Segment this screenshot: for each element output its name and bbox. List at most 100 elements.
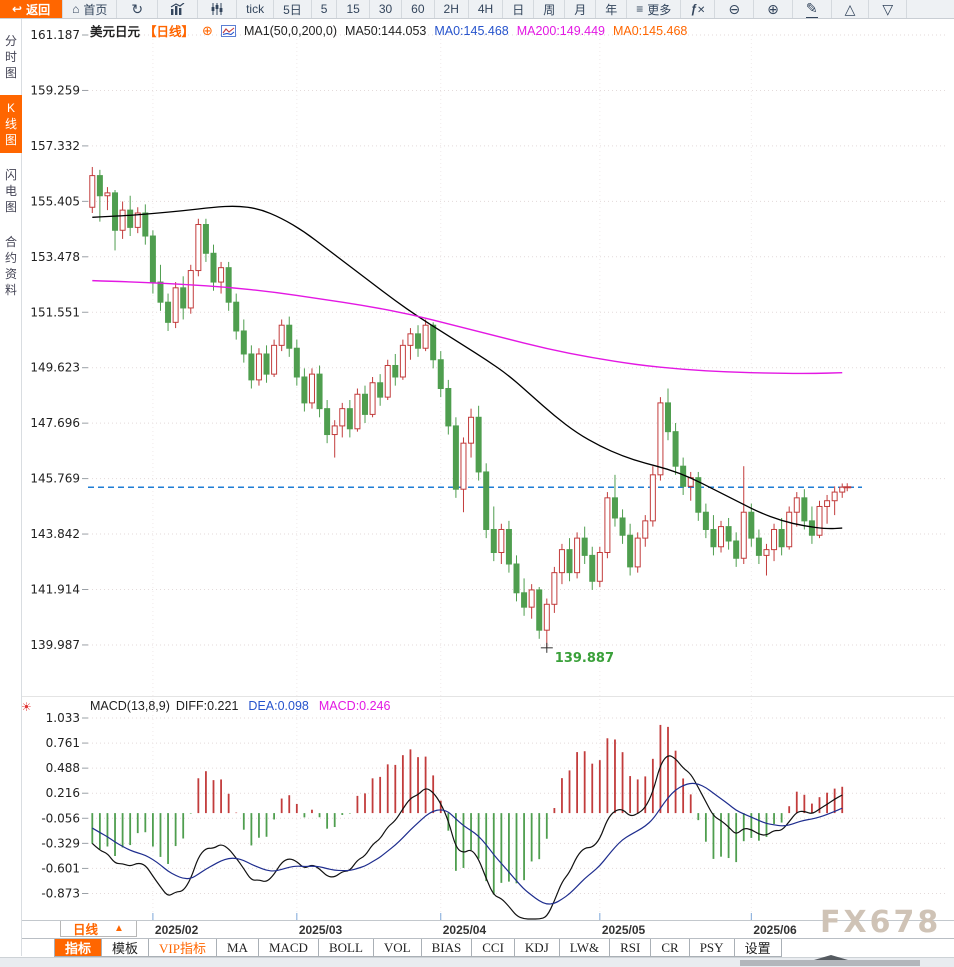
- indicator-tab-RSI[interactable]: RSI: [610, 939, 652, 957]
- ma-legend-icon: [220, 24, 236, 37]
- svg-text:139.987: 139.987: [30, 638, 80, 652]
- indicator-tab-LW&[interactable]: LW&: [559, 939, 611, 957]
- indicator-tab-CR[interactable]: CR: [651, 939, 690, 957]
- svg-text:1.033: 1.033: [46, 711, 80, 725]
- svg-text:161.187: 161.187: [30, 28, 80, 42]
- candlestick-view-button[interactable]: [198, 0, 238, 18]
- period-selector-label: 日线: [73, 923, 99, 937]
- indicator-tab-设置[interactable]: 设置: [734, 939, 782, 957]
- home-button[interactable]: ⌂ 首页: [63, 0, 118, 18]
- indicator-settings-icon[interactable]: ☀: [21, 700, 32, 714]
- period-selector[interactable]: 日线 ▲: [60, 921, 137, 937]
- indicator-tab-MACD[interactable]: MACD: [258, 939, 319, 957]
- svg-text:-0.601: -0.601: [41, 861, 80, 875]
- bar-chart-view-button[interactable]: [158, 0, 199, 18]
- period-badge: 【日线】: [144, 25, 195, 39]
- indicator-tab-KDJ[interactable]: KDJ: [514, 939, 560, 957]
- svg-text:147.696: 147.696: [30, 416, 80, 430]
- svg-text:0.488: 0.488: [46, 761, 80, 775]
- svg-text:149.623: 149.623: [30, 361, 80, 375]
- zoom-out-button[interactable]: ⊖: [715, 0, 755, 18]
- x-axis-month-label: 2025/06: [753, 923, 797, 937]
- macd-value: MACD:0.246: [318, 699, 391, 713]
- left-sidebar: 分 时 图 K 线 图闪 电 图合 约 资 料: [0, 19, 22, 956]
- ma0-value-orange: MA0:145.468: [612, 23, 688, 38]
- svg-text:139.887: 139.887: [555, 651, 614, 666]
- x-axis-month-label: 2025/02: [154, 923, 199, 937]
- indicator-tab-CCI[interactable]: CCI: [472, 939, 515, 957]
- menu-icon: ≡: [636, 2, 644, 16]
- ma-settings-label[interactable]: MA1(50,0,200,0): [243, 23, 338, 38]
- home-label: 首页: [83, 2, 108, 17]
- interval-button-60[interactable]: 60: [402, 0, 435, 18]
- price-chart-header: 美元日元 【日线】 ⊕ MA1(50,0,200,0) MA50:144.053…: [90, 21, 687, 40]
- x-axis-month-label: 2025/05: [601, 923, 646, 937]
- indicator-tab-模板[interactable]: 模板: [102, 939, 150, 957]
- svg-text:145.769: 145.769: [30, 472, 80, 486]
- expand-handle-icon[interactable]: [814, 955, 848, 960]
- zoom-in-icon: ⊕: [767, 0, 779, 17]
- indicator-tab-VIP指标[interactable]: VIP指标: [149, 939, 217, 957]
- x-axis-month-label: 2025/04: [442, 923, 487, 937]
- interval-button-15[interactable]: 15: [337, 0, 370, 18]
- svg-text:141.914: 141.914: [30, 583, 80, 597]
- ma0-value-blue: MA0:145.468: [434, 23, 509, 38]
- interval-button-日[interactable]: 日: [503, 0, 535, 18]
- zoom-in-button[interactable]: ⊕: [754, 0, 793, 18]
- add-indicator-icon[interactable]: ⊕: [202, 23, 213, 38]
- indicator-tab-BOLL[interactable]: BOLL: [318, 939, 374, 957]
- interval-button-30[interactable]: 30: [370, 0, 403, 18]
- draw-button[interactable]: ✎: [793, 0, 832, 18]
- zoom-out-icon: ⊖: [728, 0, 741, 17]
- macd-header: MACD(13,8,9) DIFF:0.221 DEA:0.098 MACD:0…: [90, 699, 390, 713]
- interval-button-2H[interactable]: 2H: [435, 0, 469, 18]
- interval-button-周[interactable]: 周: [534, 0, 566, 18]
- interval-button-年[interactable]: 年: [596, 0, 628, 18]
- svg-text:151.551: 151.551: [30, 305, 80, 319]
- ma200-value: MA200:149.449: [516, 23, 605, 38]
- indicator-tab-VOL[interactable]: VOL: [373, 939, 422, 957]
- svg-text:143.842: 143.842: [30, 527, 80, 541]
- interval-button-5[interactable]: 5: [312, 0, 338, 18]
- indicator-tab-指标[interactable]: 指标: [55, 939, 103, 957]
- sidebar-item-K线图[interactable]: K 线 图: [0, 95, 22, 153]
- interval-button-4H[interactable]: 4H: [469, 0, 504, 18]
- macd-title[interactable]: MACD(13,8,9): [90, 699, 170, 713]
- pencil-icon: ✎: [805, 0, 818, 18]
- top-toolbar: ↩ 返回 ⌂ 首页 ↻: [0, 0, 954, 19]
- home-icon: ⌂: [72, 2, 80, 16]
- back-button[interactable]: ↩ 返回: [0, 0, 64, 18]
- interval-button-月[interactable]: 月: [565, 0, 597, 18]
- refresh-icon: ↻: [131, 1, 144, 17]
- svg-text:157.332: 157.332: [30, 139, 80, 153]
- symbol-name: 美元日元: [90, 25, 141, 39]
- shape-triangle-button[interactable]: △: [832, 0, 870, 18]
- formula-button[interactable]: ƒ✕: [681, 0, 716, 18]
- shape-extra-button[interactable]: ▽: [869, 0, 908, 18]
- sidebar-item-合约资料[interactable]: 合 约 资 料: [4, 235, 17, 297]
- candlestick-icon: [211, 3, 223, 15]
- bottom-strip: [0, 955, 954, 967]
- more-label: 更多: [647, 2, 672, 17]
- indicator-tab-MA[interactable]: MA: [216, 939, 259, 957]
- interval-button-5日[interactable]: 5日: [274, 0, 312, 18]
- macd-diff-value: DIFF:0.221: [175, 699, 239, 713]
- indicator-tab-BIAS[interactable]: BIAS: [421, 939, 473, 957]
- more-button[interactable]: ≡ 更多: [627, 0, 682, 18]
- fx-icon: ƒ✕: [690, 2, 706, 16]
- x-axis-month-label: 2025/03: [298, 923, 343, 937]
- indicator-tab-PSY[interactable]: PSY: [689, 939, 735, 957]
- chart-canvas[interactable]: 161.187 159.259 157.332 155.405 153.478 151.5…: [0, 0, 954, 945]
- chevron-up-icon: ▲: [114, 923, 124, 934]
- refresh-button[interactable]: ↻: [117, 0, 159, 18]
- sidebar-item-分时图[interactable]: 分 时 图: [4, 34, 17, 80]
- ma50-value: MA50:144.053: [345, 23, 427, 38]
- svg-text:0.761: 0.761: [46, 736, 80, 750]
- watermark: FX678: [820, 905, 942, 940]
- sidebar-item-闪电图[interactable]: 闪 电 图: [4, 168, 17, 214]
- x-axis-row: 日线 ▲ 2025/02 2025/03 2025/04 2025/05 2025/06: [22, 921, 954, 938]
- interval-button-tick[interactable]: tick: [237, 0, 275, 18]
- svg-text:153.478: 153.478: [30, 250, 80, 264]
- horizontal-scrollbar[interactable]: [740, 955, 920, 966]
